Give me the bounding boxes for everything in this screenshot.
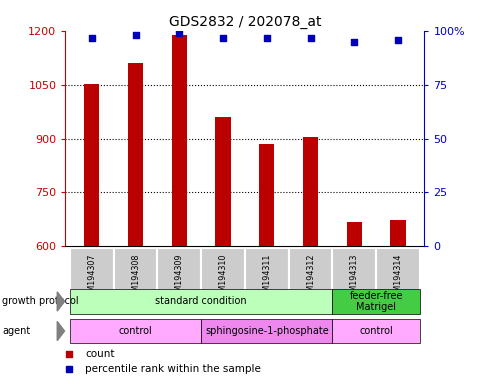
Bar bbox=[302, 137, 318, 246]
Text: count: count bbox=[85, 349, 115, 359]
Bar bbox=[84, 84, 99, 246]
Bar bbox=[258, 144, 274, 246]
Text: feeder-free
Matrigel: feeder-free Matrigel bbox=[349, 291, 402, 312]
Text: GSM194312: GSM194312 bbox=[305, 253, 315, 302]
Bar bbox=[201, 319, 332, 343]
Bar bbox=[332, 319, 419, 343]
Point bbox=[88, 35, 95, 41]
Text: GSM194313: GSM194313 bbox=[349, 253, 358, 302]
Bar bbox=[171, 35, 186, 246]
Title: GDS2832 / 202078_at: GDS2832 / 202078_at bbox=[168, 15, 320, 29]
Bar bbox=[113, 248, 157, 315]
Bar bbox=[201, 248, 244, 315]
Bar bbox=[128, 63, 143, 246]
Bar bbox=[332, 248, 376, 315]
Bar bbox=[288, 248, 332, 315]
Text: GSM194307: GSM194307 bbox=[87, 253, 96, 302]
Text: control: control bbox=[119, 326, 152, 336]
Text: percentile rank within the sample: percentile rank within the sample bbox=[85, 364, 260, 374]
Bar bbox=[332, 289, 419, 314]
Text: GSM194314: GSM194314 bbox=[393, 253, 402, 302]
Point bbox=[131, 32, 139, 38]
Text: GSM194311: GSM194311 bbox=[262, 253, 271, 302]
Bar bbox=[244, 248, 288, 315]
Point bbox=[273, 169, 281, 175]
Point bbox=[262, 35, 270, 41]
Point bbox=[393, 36, 401, 43]
Point bbox=[350, 39, 358, 45]
Point bbox=[306, 35, 314, 41]
Bar bbox=[70, 248, 113, 315]
Bar bbox=[215, 117, 230, 246]
Point bbox=[219, 35, 227, 41]
Text: control: control bbox=[359, 326, 393, 336]
Bar bbox=[390, 220, 405, 246]
Text: growth protocol: growth protocol bbox=[2, 296, 79, 306]
Point bbox=[175, 30, 183, 36]
Text: agent: agent bbox=[2, 326, 30, 336]
Point bbox=[273, 307, 281, 313]
Bar bbox=[157, 248, 201, 315]
Bar bbox=[376, 248, 419, 315]
Text: standard condition: standard condition bbox=[155, 296, 246, 306]
Text: GSM194308: GSM194308 bbox=[131, 253, 140, 302]
Bar bbox=[346, 222, 361, 246]
Bar bbox=[70, 289, 332, 314]
Text: GSM194309: GSM194309 bbox=[174, 253, 183, 302]
Text: sphingosine-1-phosphate: sphingosine-1-phosphate bbox=[205, 326, 328, 336]
Text: GSM194310: GSM194310 bbox=[218, 253, 227, 302]
Bar bbox=[70, 319, 201, 343]
